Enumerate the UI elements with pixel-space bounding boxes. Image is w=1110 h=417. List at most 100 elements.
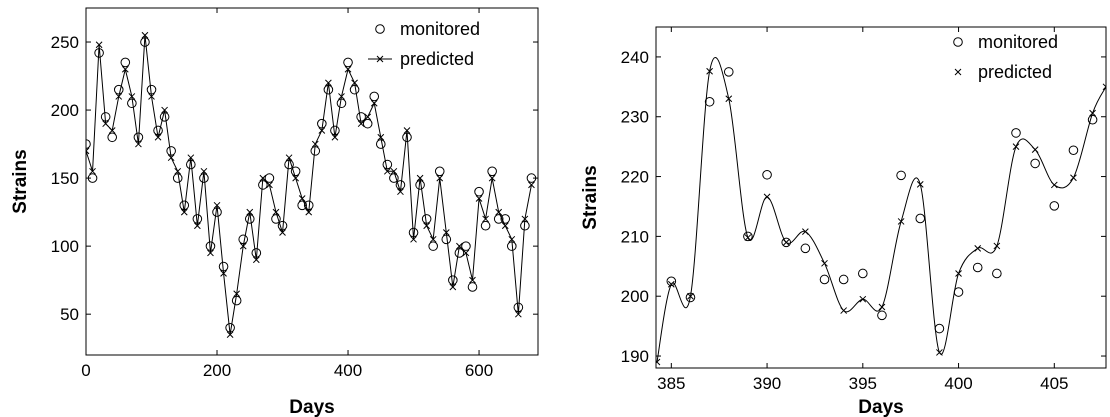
monitored-point: [284, 159, 294, 170]
monitored-point: [819, 274, 830, 285]
predicted-point: [1012, 143, 1020, 151]
monitored-point: [238, 234, 249, 245]
predicted-point: [370, 99, 378, 107]
predicted-point: [1031, 146, 1039, 153]
predicted-point: [442, 229, 450, 236]
predicted-point: [213, 201, 221, 209]
legend-predicted-swatch: [954, 68, 962, 76]
monitored-point: [838, 274, 849, 285]
predicted-point: [338, 93, 345, 100]
predicted-point: [266, 181, 273, 189]
x-tick-label: 400: [944, 374, 972, 393]
predicted-point: [508, 235, 516, 243]
predicted-point: [423, 222, 430, 230]
monitored-point: [356, 112, 366, 122]
x-tick-label: 600: [465, 361, 493, 380]
legend: monitored predicted: [953, 32, 1058, 82]
predicted-point: [1089, 109, 1096, 117]
monitored-point: [264, 173, 275, 183]
monitored-point: [362, 118, 373, 129]
predicted-point: [482, 215, 489, 223]
monitored-point: [474, 186, 484, 197]
predicted-point: [279, 229, 286, 236]
predicted-point: [656, 358, 661, 366]
predicted-point: [86, 147, 90, 155]
monitored-point: [1049, 201, 1060, 211]
plot-marks: [656, 56, 1106, 366]
predicted-point: [916, 180, 924, 188]
predicted-point: [174, 167, 182, 175]
left-chart-panel: 0 200 400 600 50 100 150 200 250 Days Strains monit…: [10, 7, 539, 417]
predicted-point: [897, 218, 905, 225]
monitored-point: [781, 237, 792, 248]
monitored-point: [408, 227, 419, 238]
monitored-point: [113, 84, 124, 95]
monitored-point: [743, 231, 753, 242]
predicted-point: [429, 235, 437, 243]
monitored-point: [100, 112, 111, 122]
x-tick-label: 390: [753, 374, 781, 393]
monitored-point: [186, 159, 196, 170]
predicted-point: [403, 127, 411, 134]
predicted-point: [226, 331, 234, 338]
predicted-point: [102, 120, 110, 128]
predicted-point: [501, 222, 509, 230]
monitored-point: [336, 98, 347, 109]
monitored-point: [520, 220, 530, 231]
right-chart-panel: 385 390 395 400 405 190 200 210 220 230 240 Days Str…: [580, 26, 1107, 417]
predicted-point: [802, 228, 809, 235]
predicted-point: [233, 290, 241, 298]
predicted-point: [410, 235, 417, 243]
monitored-point: [330, 125, 340, 136]
monitored-point: [277, 220, 288, 231]
predicted-point: [167, 154, 175, 162]
y-axis-label: Strains: [10, 149, 31, 213]
predicted-point: [194, 222, 201, 230]
predicted-point: [383, 167, 391, 175]
monitored-point: [107, 132, 118, 143]
predicted-point: [495, 208, 503, 216]
monitored-point: [666, 276, 677, 287]
predicted-point: [95, 41, 103, 49]
predicted-point: [514, 310, 522, 318]
predicted-point: [488, 174, 496, 182]
monitored-point: [1030, 158, 1040, 169]
monitored-point: [506, 241, 517, 251]
monitored-point: [487, 166, 497, 177]
x-axis-label: Days: [858, 397, 903, 417]
x-axis-label: Days: [289, 397, 334, 417]
monitored-point: [877, 310, 887, 321]
predicted-point: [390, 167, 398, 175]
x-tick-label: 395: [849, 374, 877, 393]
legend-monitored-label: monitored: [978, 32, 1058, 52]
predicted-point: [305, 208, 313, 216]
x-tick-label: 0: [81, 361, 90, 380]
monitored-point: [205, 241, 216, 251]
monitored-point: [258, 180, 268, 190]
predicted-point: [706, 67, 713, 75]
monitored-point: [953, 287, 964, 297]
predicted-point: [141, 31, 149, 39]
monitored-point: [369, 91, 380, 102]
predicted-point: [115, 93, 123, 100]
monitored-point: [1068, 145, 1079, 156]
monitored-point: [218, 261, 229, 272]
monitored-point: [140, 37, 150, 47]
y-tick-label: 200: [51, 101, 79, 120]
predicted-point: [311, 140, 319, 148]
predicted-point: [1070, 174, 1077, 182]
predicted-point: [148, 93, 155, 100]
predicted-point: [285, 154, 293, 162]
monitored-point: [271, 214, 281, 224]
monitored-point: [153, 125, 163, 136]
plot-marks: [86, 31, 537, 338]
monitored-point: [723, 67, 734, 77]
y-tick-label: 220: [621, 168, 649, 187]
predicted-point: [687, 292, 694, 300]
monitored-point: [166, 146, 176, 156]
y-tick-label: 200: [621, 287, 649, 306]
predicted-point: [1050, 181, 1058, 189]
predicted-point: [667, 280, 675, 288]
monitored-point: [172, 173, 183, 183]
monitored-point: [343, 57, 353, 68]
